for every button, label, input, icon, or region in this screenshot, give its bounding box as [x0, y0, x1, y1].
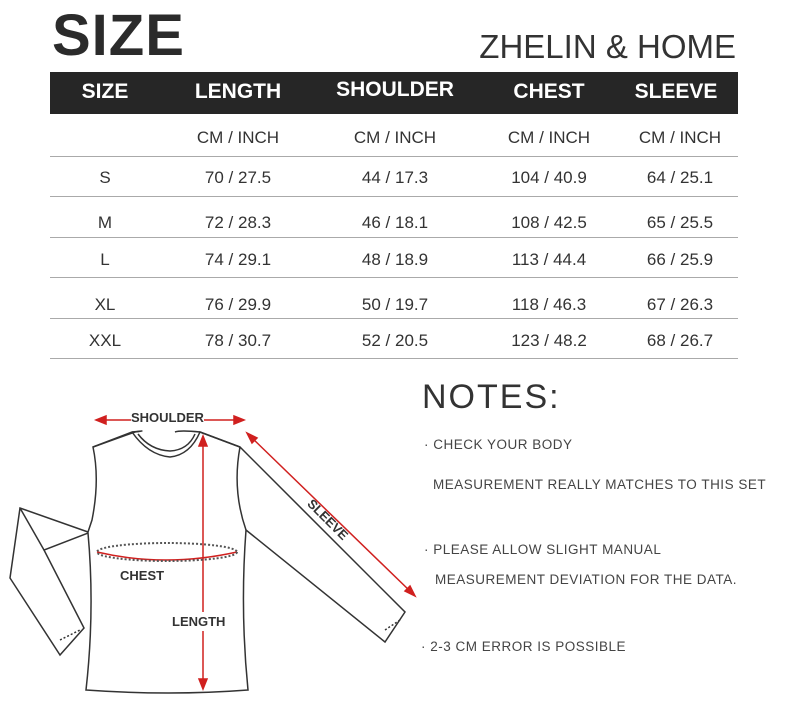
unit-cell: CM / INCH — [196, 128, 280, 147]
unit-cell: CM / INCH — [353, 128, 437, 147]
table-cell: 66 / 25.9 — [646, 250, 714, 269]
table-cell: 52 / 20.5 — [361, 331, 429, 350]
table-cell: S — [99, 168, 111, 187]
units-row: CM / INCH CM / INCH CM / INCH CM / INCH — [50, 114, 738, 157]
brand-name: ZHELIN & HOME — [479, 28, 736, 65]
chest-label: CHEST — [120, 568, 165, 583]
table-cell: 76 / 29.9 — [204, 295, 272, 314]
note-line: MEASUREMENT DEVIATION FOR THE DATA. — [435, 572, 738, 587]
table-cell: 48 / 18.9 — [361, 250, 429, 269]
measurement-arrows-icon — [93, 414, 417, 692]
unit-cell: CM / INCH — [507, 128, 591, 147]
note-line: · 2-3 CM ERROR IS POSSIBLE — [421, 639, 627, 654]
header-chest: CHEST — [513, 80, 585, 103]
note-line: · PLEASE ALLOW SLIGHT MANUAL — [424, 542, 662, 557]
table-cell: 74 / 29.1 — [204, 250, 272, 269]
shirt-diagram — [9, 414, 417, 694]
note-line: · CHECK YOUR BODY — [424, 437, 573, 452]
table-cell: XL — [94, 295, 116, 314]
length-label: LENGTH — [172, 612, 226, 631]
table-cell: 46 / 18.1 — [361, 213, 429, 232]
table-cell: XXL — [88, 331, 122, 350]
table-cell: 113 / 44.4 — [511, 250, 587, 269]
table-row: S 70 / 27.5 44 / 17.3 104 / 40.9 64 / 25.1 — [50, 156, 738, 197]
shoulder-label: SHOULDER — [131, 410, 204, 425]
header-length: LENGTH — [194, 80, 282, 103]
shirt-outline-icon — [9, 430, 406, 694]
table-cell: 108 / 42.5 — [511, 213, 587, 232]
table-cell: 78 / 30.7 — [204, 331, 272, 350]
size-table-header: SIZE LENGTH SHOULDER CHEST SLEEVE — [50, 72, 738, 114]
table-cell: M — [97, 213, 113, 232]
table-cell: 118 / 46.3 — [511, 295, 587, 314]
table-row: L 74 / 29.1 48 / 18.9 113 / 44.4 66 / 25.9 — [50, 237, 738, 278]
note-line: MEASUREMENT REALLY MATCHES TO THIS SET — [433, 477, 767, 492]
table-cell: 68 / 26.7 — [646, 331, 714, 350]
table-row: M 72 / 28.3 46 / 18.1 108 / 42.5 65 / 25.5 — [50, 196, 738, 238]
table-cell: 123 / 48.2 — [511, 331, 587, 350]
unit-cell: CM / INCH — [638, 128, 722, 147]
table-row: XL 76 / 29.9 50 / 19.7 118 / 46.3 67 / 26.3 — [50, 277, 738, 319]
notes-title: NOTES: — [422, 378, 561, 416]
table-cell: 50 / 19.7 — [361, 295, 429, 314]
table-cell: 65 / 25.5 — [646, 213, 714, 232]
header-sleeve: SLEEVE — [634, 80, 718, 103]
table-cell: 72 / 28.3 — [204, 213, 272, 232]
table-cell: 67 / 26.3 — [646, 295, 714, 314]
table-cell: 104 / 40.9 — [511, 168, 587, 187]
table-cell: 44 / 17.3 — [361, 168, 429, 187]
table-cell: L — [100, 250, 110, 269]
header-shoulder: SHOULDER — [336, 78, 454, 101]
table-cell: 64 / 25.1 — [646, 168, 714, 187]
table-cell: 70 / 27.5 — [204, 168, 272, 187]
header-size: SIZE — [81, 80, 129, 103]
page-title: SIZE — [52, 3, 185, 68]
table-row: XXL 78 / 30.7 52 / 20.5 123 / 48.2 68 / 26.7 — [50, 318, 738, 359]
